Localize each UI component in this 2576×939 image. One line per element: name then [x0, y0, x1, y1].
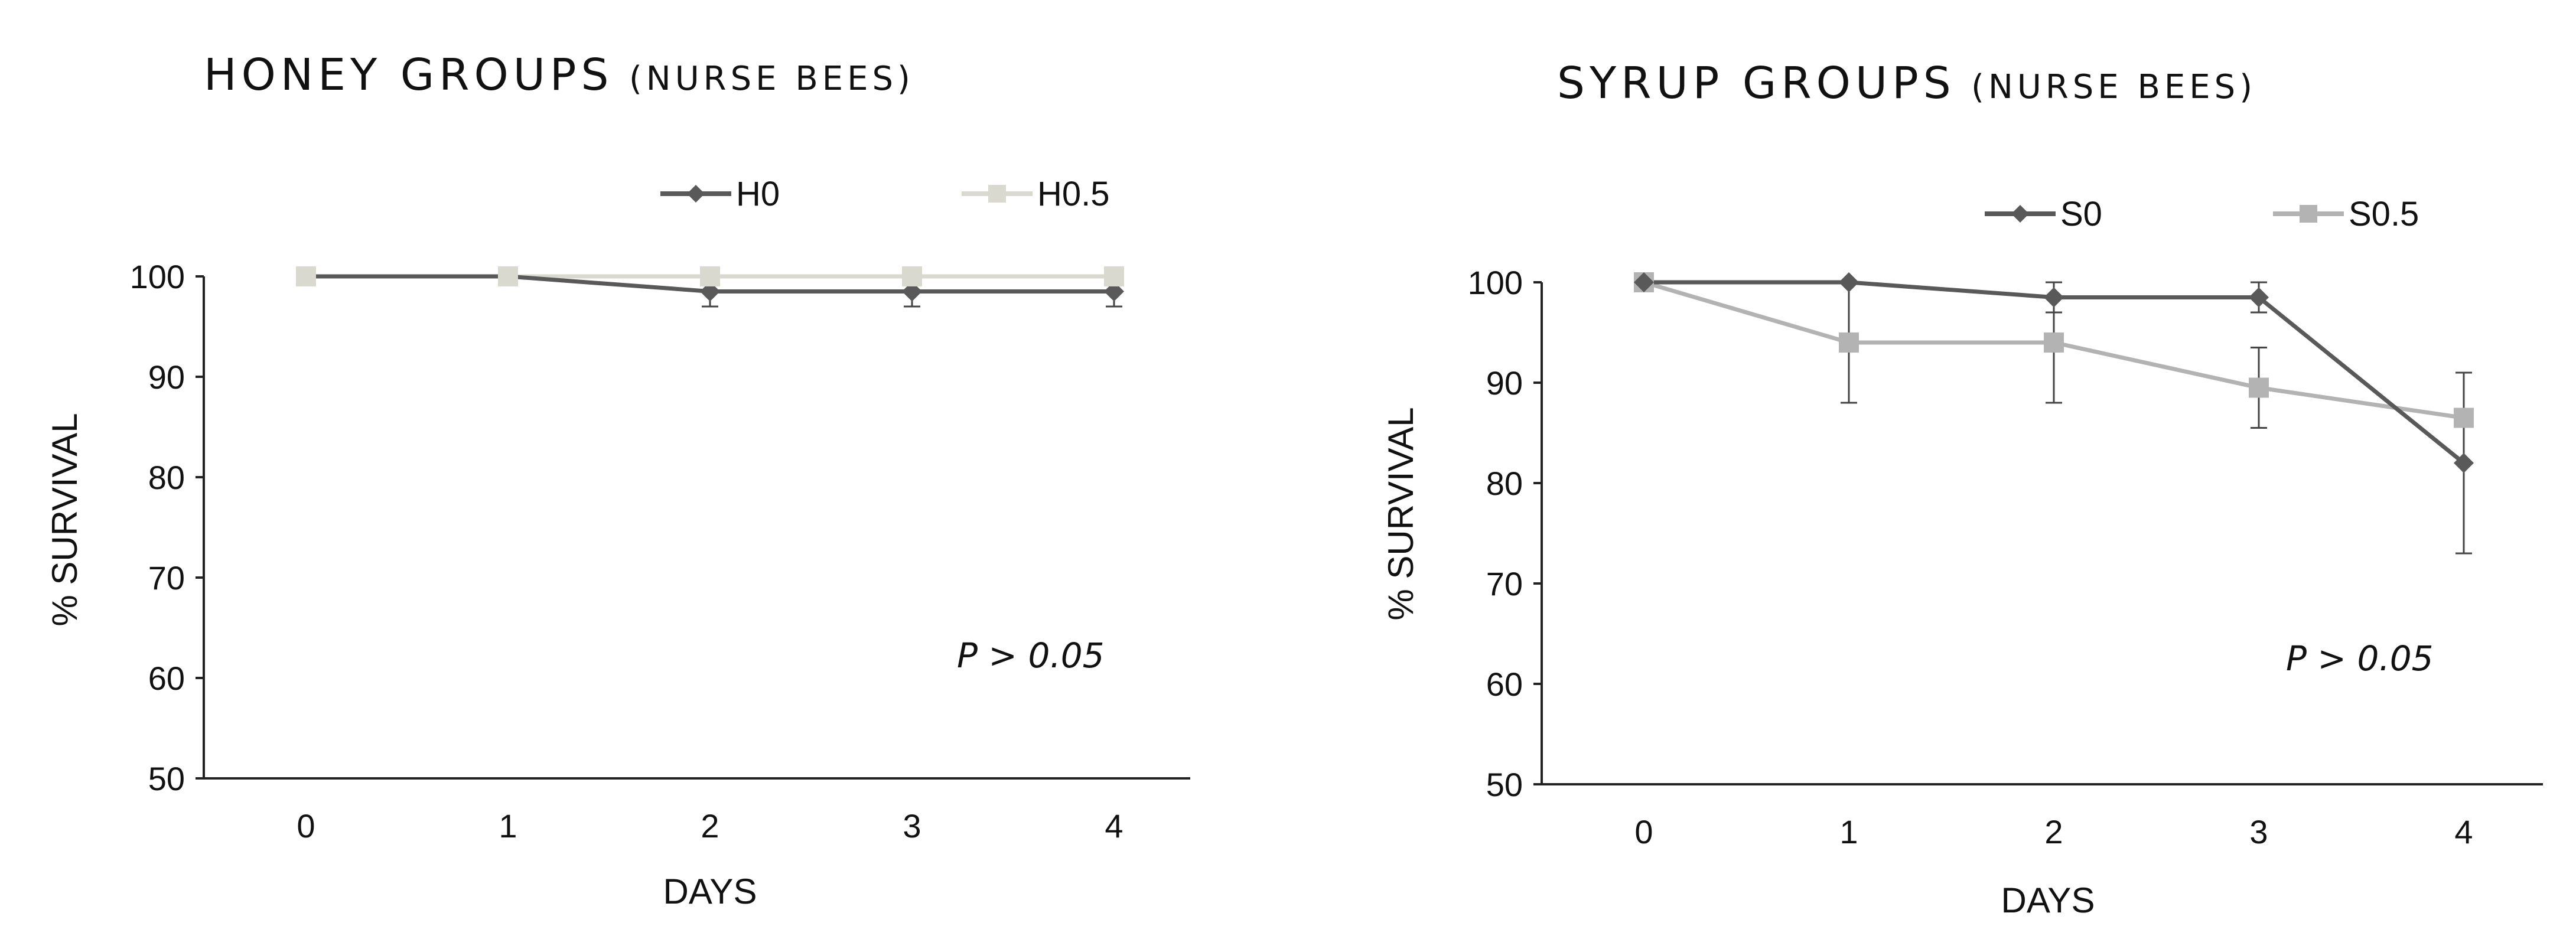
honey-data-point-h05: [902, 266, 922, 286]
syrup-x-tick-label: 1: [1839, 813, 1858, 850]
honey-chart-title-main: HONEY GROUPS: [204, 50, 614, 100]
syrup-x-tick-label: 2: [2044, 813, 2063, 850]
diamond-marker-icon: [687, 185, 705, 203]
honey-x-tick-label: 3: [903, 807, 921, 845]
syrup-y-tick-label: 100: [1468, 264, 1523, 301]
honey-chart-title: HONEY GROUPS (NURSE BEES): [204, 50, 914, 100]
syrup-x-tick-label: 4: [2454, 813, 2473, 850]
honey-legend: H0 H0.5: [660, 175, 1110, 213]
honey-legend-label-h0: H0: [736, 175, 780, 213]
honey-data-point-h05: [700, 266, 720, 286]
syrup-x-tick-label: 0: [1634, 813, 1653, 850]
syrup-legend-entry-s0: S0: [1985, 195, 2102, 233]
honey-x-tick-label: 2: [701, 807, 719, 845]
syrup-legend-label-s0: S0: [2060, 195, 2102, 233]
syrup-legend: S0 S0.5: [1985, 195, 2419, 233]
syrup-y-tick-label: 70: [1486, 565, 1523, 602]
honey-x-tick-label: 4: [1105, 807, 1123, 845]
syrup-data-point-s05: [1839, 332, 1859, 353]
honey-y-tick-label: 70: [148, 559, 185, 596]
honey-x-tick-label: 1: [499, 807, 517, 845]
honey-legend-entry-h05: H0.5: [962, 175, 1110, 213]
diamond-marker-icon: [2011, 205, 2029, 223]
syrup-significance-annotation: P > 0.05: [2286, 638, 2434, 679]
syrup-groups-chart: SYRUP GROUPS (NURSE BEES) S0 S0.5 % SURV…: [1381, 58, 2543, 920]
square-marker-icon: [988, 185, 1006, 203]
honey-plot-area: 50 60 70 80 90 100 0 1 2 3 4: [130, 258, 1190, 845]
syrup-chart-title: SYRUP GROUPS (NURSE BEES): [1557, 58, 2256, 109]
syrup-legend-label-s05: S0.5: [2349, 195, 2419, 233]
honey-y-tick-label: 90: [148, 358, 185, 396]
syrup-y-tick-label: 50: [1486, 766, 1523, 803]
syrup-y-axis-title: % SURVIVAL: [1381, 407, 1421, 620]
honey-data-point-h05: [498, 266, 518, 286]
honey-y-tick-label: 80: [148, 459, 185, 496]
syrup-y-tick-label: 90: [1486, 364, 1523, 402]
honey-groups-chart: HONEY GROUPS (NURSE BEES) H0 H0.5 % SURV…: [45, 50, 1190, 911]
honey-chart-title-sub: (NURSE BEES): [629, 60, 914, 98]
honey-legend-label-h05: H0.5: [1037, 175, 1110, 213]
honey-data-point-h05: [1104, 266, 1124, 286]
syrup-data-point-s05: [2454, 407, 2474, 428]
square-marker-icon: [2300, 205, 2317, 223]
honey-y-tick-label: 60: [148, 660, 185, 697]
honey-x-tick-label: 0: [297, 807, 315, 845]
syrup-y-tick-label: 60: [1486, 666, 1523, 703]
honey-significance-annotation: P > 0.05: [957, 635, 1105, 676]
syrup-chart-title-sub: (NURSE BEES): [1971, 68, 2256, 106]
syrup-chart-title-main: SYRUP GROUPS: [1557, 58, 1956, 109]
syrup-data-point-s0: [2249, 287, 2269, 308]
syrup-y-tick-label: 80: [1486, 465, 1523, 502]
honey-y-axis-title: % SURVIVAL: [45, 413, 84, 626]
syrup-data-point-s0: [1634, 272, 1654, 292]
syrup-x-axis-title: DAYS: [2001, 881, 2095, 920]
honey-x-axis-title: DAYS: [663, 872, 757, 911]
syrup-data-point-s05: [2044, 332, 2064, 353]
honey-y-tick-label: 100: [130, 258, 185, 295]
syrup-x-tick-label: 3: [2249, 813, 2268, 850]
syrup-legend-entry-s05: S0.5: [2273, 195, 2419, 233]
honey-legend-entry-h0: H0: [660, 175, 780, 213]
syrup-data-point-s0: [2454, 453, 2474, 473]
honey-y-tick-label: 50: [148, 760, 185, 797]
syrup-data-point-s05: [2249, 377, 2269, 398]
syrup-data-point-s0: [1839, 272, 1859, 292]
syrup-plot-area: 50 60 70 80 90 100 0 1 2 3 4: [1468, 264, 2543, 850]
syrup-data-point-s0: [2044, 287, 2064, 308]
honey-data-point-h05: [296, 266, 316, 286]
